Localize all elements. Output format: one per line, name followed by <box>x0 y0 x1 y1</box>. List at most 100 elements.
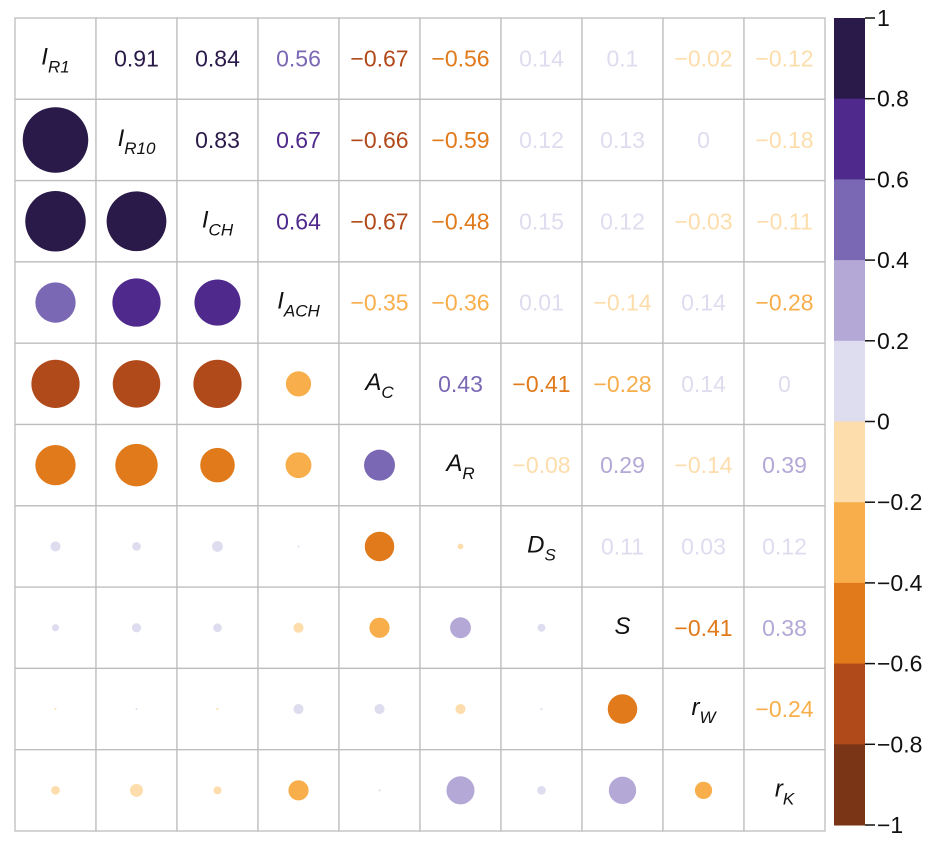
correlation-circle <box>212 541 223 552</box>
correlation-value: 0.14 <box>681 371 726 397</box>
colorbar-tick-label: −1 <box>877 812 903 838</box>
correlation-circle <box>135 708 138 711</box>
matrix-cell <box>338 342 421 426</box>
matrix-cell <box>743 505 826 588</box>
colorbar: 1 0.8 0.6 0.4 0.2 0 −0.2 −0.4 −0.6 −0.8 −1 <box>834 5 923 838</box>
correlation-circle <box>537 786 546 795</box>
matrix-cell <box>743 667 826 751</box>
colorbar-tick-label: −0.2 <box>877 489 922 515</box>
colorbar-segment <box>834 663 865 745</box>
correlation-circle <box>374 704 385 715</box>
correlation-value: −0.14 <box>674 452 732 478</box>
matrix-cell <box>662 179 745 263</box>
matrix-cell <box>662 342 745 426</box>
correlation-circle <box>22 107 89 173</box>
correlation-circle <box>132 542 141 551</box>
correlation-value: 0.14 <box>519 46 564 72</box>
correlation-value: −0.41 <box>674 615 732 641</box>
matrix-cell <box>95 98 178 182</box>
correlation-value: −0.28 <box>593 371 651 397</box>
matrix-cell <box>662 667 745 751</box>
matrix-cell <box>743 342 826 426</box>
matrix-cell <box>581 98 664 182</box>
correlation-circle <box>51 786 60 795</box>
correlation-value: −0.14 <box>593 290 651 316</box>
correlation-value: −0.59 <box>431 127 489 153</box>
correlation-value: 0.67 <box>276 127 321 153</box>
correlation-circle <box>364 449 395 481</box>
matrix-cell <box>257 17 340 100</box>
matrix-cell <box>743 261 826 344</box>
correlation-circle <box>285 452 312 479</box>
matrix-cell <box>662 98 745 182</box>
matrix-cell <box>419 98 502 182</box>
variable-label: AC <box>363 369 394 402</box>
matrix-cell <box>662 423 745 507</box>
matrix-cell <box>743 17 826 100</box>
colorbar-segment <box>834 98 865 180</box>
correlation-circle <box>537 623 546 632</box>
correlation-circle <box>106 191 167 252</box>
correlation-value: 0.83 <box>195 127 240 153</box>
correlation-circle <box>213 623 222 633</box>
correlation-matrix: IR1 0.91 0.84 0.56 −0.67 −0.56 0.14 0.1 −0.02 −0.… <box>14 17 826 832</box>
matrix-cell <box>581 505 664 588</box>
matrix-cell <box>743 98 826 182</box>
variable-label: AR <box>444 450 474 483</box>
correlation-value: −0.03 <box>674 208 732 234</box>
correlation-value: 0.12 <box>600 208 645 234</box>
correlation-circle <box>285 371 312 397</box>
correlation-circle <box>450 617 471 639</box>
correlation-value: 0.84 <box>195 46 240 72</box>
correlation-value: −0.28 <box>755 290 813 316</box>
correlation-circle <box>50 541 61 552</box>
correlation-value: −0.12 <box>755 46 813 72</box>
colorbar-segment <box>834 744 865 826</box>
variable-label: IR10 <box>118 125 156 158</box>
matrix-cell <box>581 342 664 426</box>
correlation-circle <box>297 545 300 548</box>
correlation-value: 0.29 <box>600 452 645 478</box>
matrix-cell <box>257 98 340 182</box>
correlation-value: 0.1 <box>607 46 639 72</box>
colorbar-segment <box>834 18 865 100</box>
matrix-cell <box>743 749 826 832</box>
correlation-circle <box>446 776 475 805</box>
correlation-circle <box>455 704 466 715</box>
correlation-circle <box>200 447 235 483</box>
correlation-value: 0.11 <box>601 533 644 559</box>
matrix-cell <box>500 342 583 426</box>
correlation-value: 0.12 <box>762 533 807 559</box>
matrix-cell <box>581 586 664 670</box>
matrix-cell <box>176 17 259 100</box>
matrix-cell <box>662 261 745 344</box>
correlation-value: −0.48 <box>431 208 489 234</box>
colorbar-tick-label: 0.4 <box>877 247 909 273</box>
correlation-circle <box>608 776 637 805</box>
colorbar-tick-label: 0.8 <box>877 86 909 112</box>
correlation-circle <box>35 444 76 486</box>
variable-label: DS <box>527 531 556 564</box>
correlation-circle <box>193 359 242 408</box>
correlation-value: 0.03 <box>681 533 726 559</box>
correlation-value: −0.67 <box>350 208 408 234</box>
correlation-circle <box>457 543 464 550</box>
colorbar-segment <box>834 260 865 342</box>
correlation-value: −0.36 <box>431 290 489 316</box>
colorbar-tick-label: 0.2 <box>877 328 909 354</box>
correlation-value: 0.01 <box>519 290 564 316</box>
correlation-circle <box>293 622 304 633</box>
correlation-circle <box>213 786 222 795</box>
colorbar-segment <box>834 340 865 422</box>
correlation-circle <box>540 707 543 711</box>
correlation-value: 0.64 <box>276 208 321 234</box>
matrix-cell <box>743 179 826 263</box>
correlation-circle <box>378 789 381 792</box>
matrix-cell <box>581 17 664 100</box>
matrix-cell <box>419 423 502 507</box>
correlation-value: 0 <box>697 127 710 153</box>
correlation-circle <box>31 359 80 408</box>
correlation-value: 0.56 <box>276 46 321 72</box>
matrix-cell <box>662 586 745 670</box>
